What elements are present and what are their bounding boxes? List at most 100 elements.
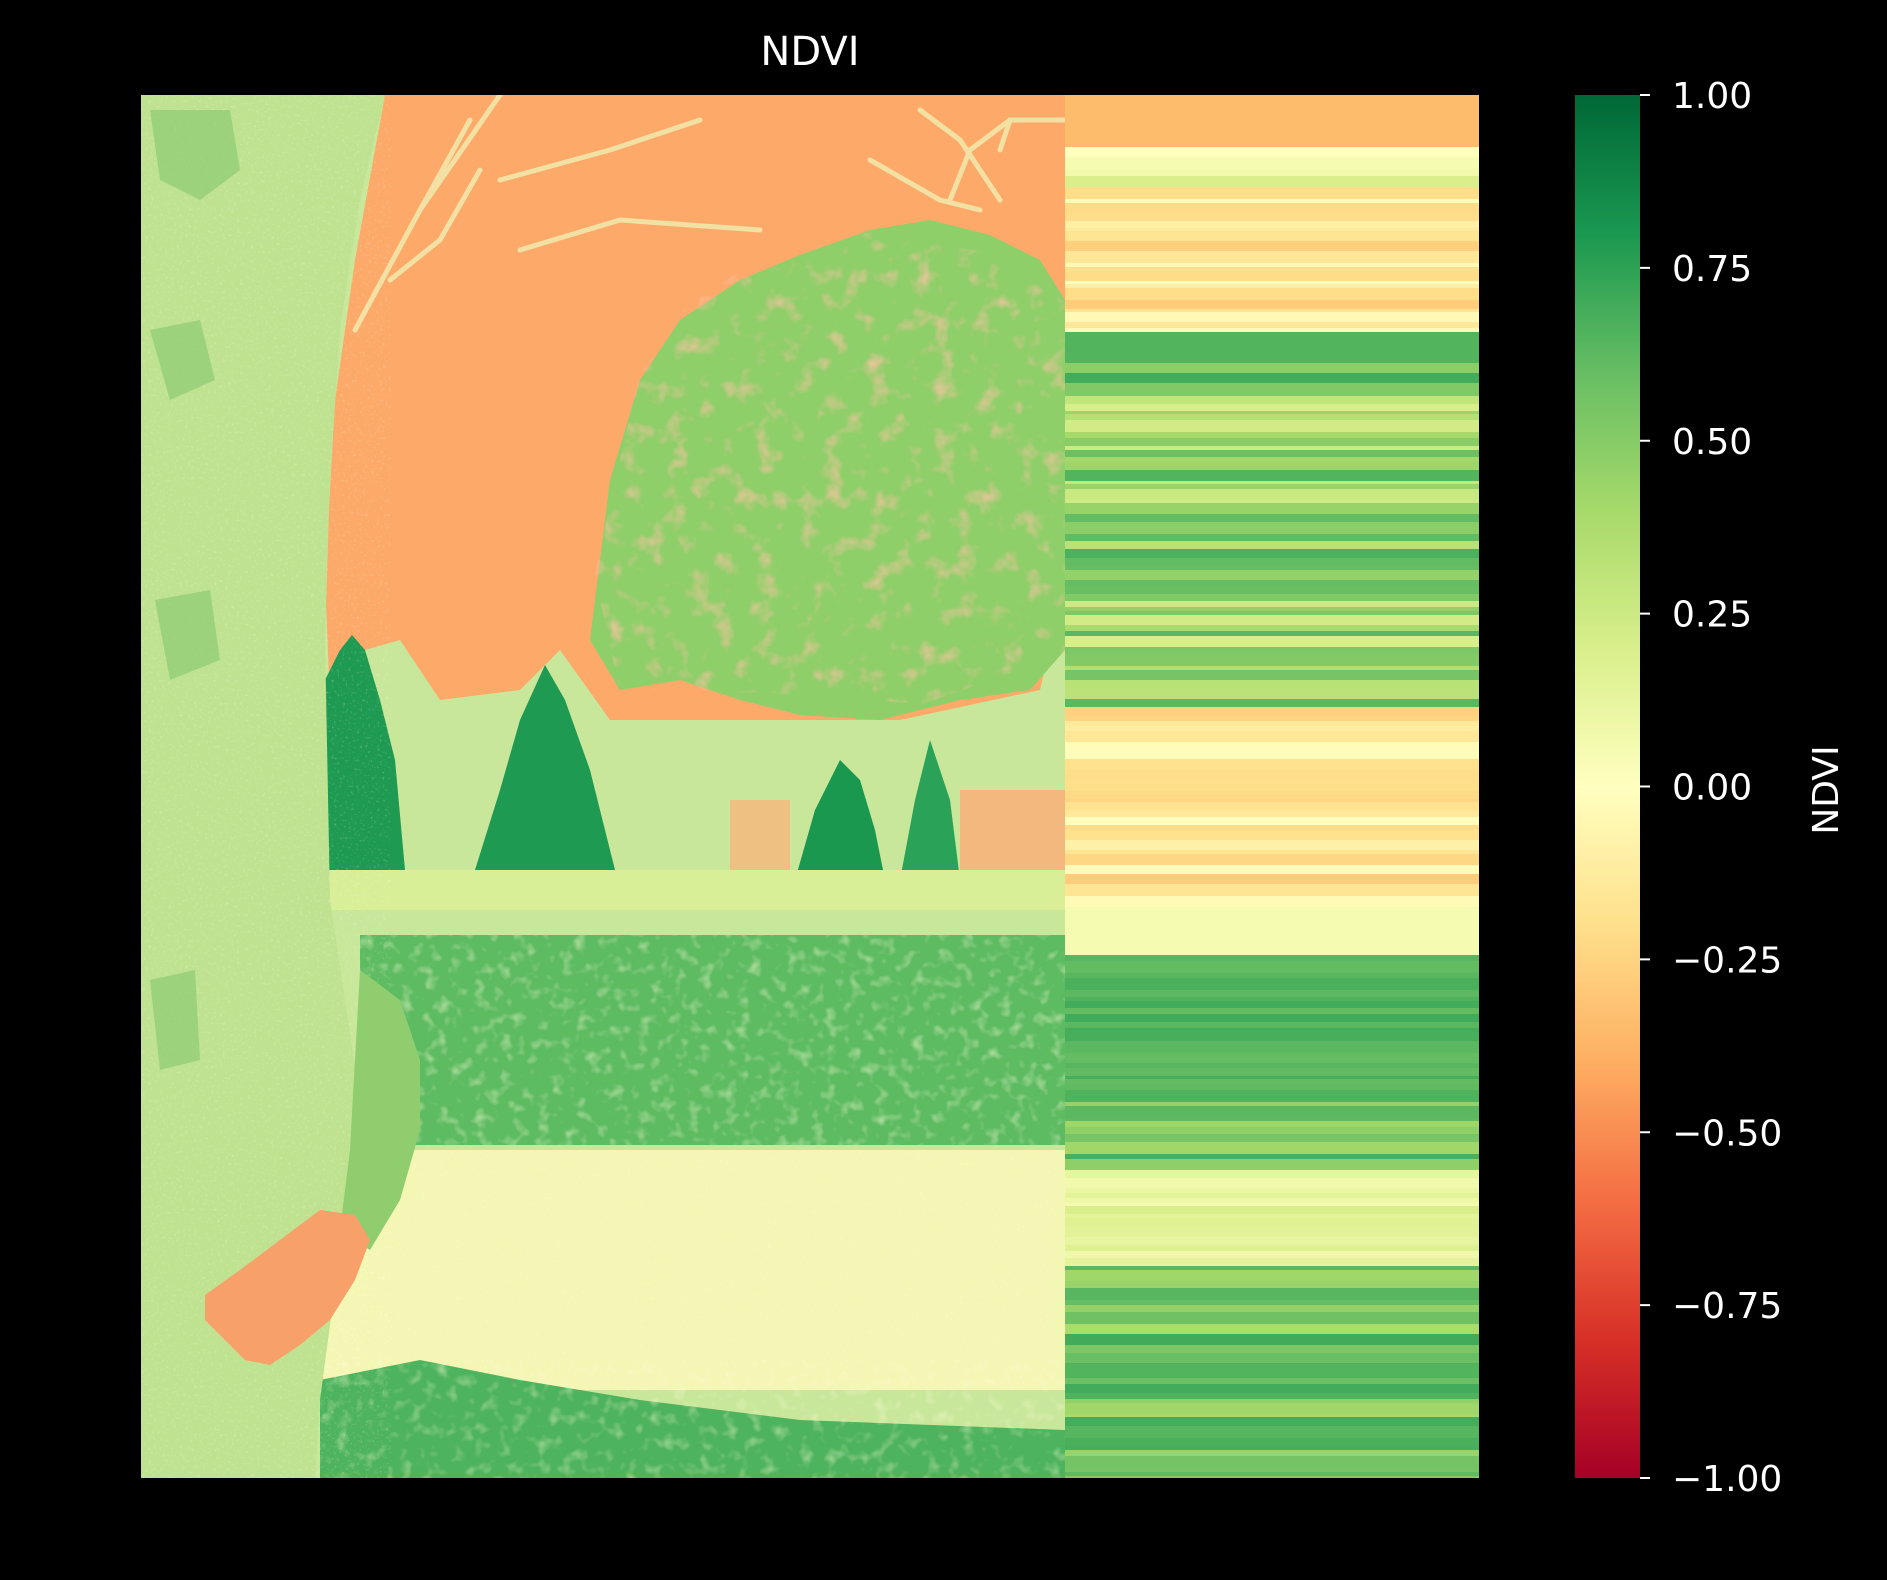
- sleeve: [340, 970, 420, 1250]
- raster-stripe: [1065, 231, 1479, 242]
- raster-stripe: [1065, 1084, 1479, 1091]
- raster-stripe: [1065, 199, 1479, 204]
- raster-stripe: [1065, 688, 1479, 700]
- raster-stripe: [1065, 997, 1479, 1002]
- raster-stripe: [1065, 607, 1479, 612]
- raster-stripe: [1065, 874, 1479, 885]
- raster-stripe: [1065, 731, 1479, 743]
- raster-stripe: [1065, 390, 1479, 397]
- raster-stripe: [1065, 228, 1479, 232]
- raster-stripe: [1065, 203, 1479, 215]
- raster-stripe: [1065, 1281, 1479, 1289]
- raster-stripe: [1065, 1014, 1479, 1023]
- colorbar: [1575, 95, 1640, 1478]
- raster-stripe: [1065, 654, 1479, 667]
- raster-stripe: [1065, 1324, 1479, 1335]
- raster-stripe: [1065, 450, 1479, 458]
- conifer-middle: [475, 665, 615, 870]
- raster-stripe: [1065, 157, 1479, 161]
- horizon-strip: [325, 870, 1065, 910]
- colorbar-tick-label: 1.00: [1672, 76, 1752, 117]
- grass-texture: [360, 935, 1065, 1145]
- raster-stripe: [1065, 1456, 1479, 1468]
- raster-stripe: [1065, 396, 1479, 405]
- raster-stripe: [1065, 1467, 1479, 1473]
- raster-stripe: [1065, 791, 1479, 800]
- raster-stripe: [1065, 284, 1479, 289]
- raster-stripe: [1065, 332, 1479, 342]
- raster-stripe: [1065, 670, 1479, 681]
- raster-stripe: [1065, 1022, 1479, 1029]
- raster-stripe: [1065, 503, 1479, 515]
- raster-stripe: [1065, 611, 1479, 616]
- raster-stripe: [1065, 770, 1479, 780]
- raster-stripe: [1065, 907, 1479, 914]
- raster-stripe: [1065, 799, 1479, 803]
- raster-stripe: [1065, 420, 1479, 433]
- raster-stripe: [1065, 1170, 1479, 1179]
- raster-stripe: [1065, 160, 1479, 171]
- colorbar-ticks: 1.00 0.75 0.50 0.25 0.00 −0.25 −0.50 −0.75 −1.00: [1640, 76, 1782, 1500]
- conifer-right-2: [900, 740, 960, 880]
- raster-stripe: [1065, 1450, 1479, 1457]
- raster-stripe: [1065, 1142, 1479, 1155]
- raster-stripe: [1065, 432, 1479, 439]
- raster-stripe: [1065, 1345, 1479, 1354]
- tree-branches: [352, 95, 1068, 333]
- raster-stripe: [1065, 896, 1479, 908]
- raster-stripe: [1065, 1300, 1479, 1306]
- raster-stripe: [1065, 1154, 1479, 1160]
- raster-stripe: [1065, 404, 1479, 412]
- raster-stripe: [1065, 721, 1479, 727]
- raster-stripe: [1065, 1237, 1479, 1246]
- raster-stripe: [1065, 1214, 1479, 1219]
- raster-stripe: [1065, 1227, 1479, 1238]
- raster-stripe: [1065, 129, 1479, 140]
- raster-stripe: [1065, 95, 1479, 107]
- raster-stripe: [1065, 373, 1479, 384]
- raster-stripe: [1065, 1178, 1479, 1189]
- raster-stripe: [1065, 1366, 1479, 1379]
- raster-stripe: [1065, 414, 1479, 421]
- raster-stripe: [1065, 1445, 1479, 1451]
- raster-stripe: [1065, 699, 1479, 708]
- raster-stripe: [1065, 1245, 1479, 1252]
- raster-stripe: [1065, 570, 1479, 581]
- raster-stripe: [1065, 1001, 1479, 1009]
- raster-stripe: [1065, 1118, 1479, 1122]
- raster-stripe: [1065, 347, 1479, 356]
- raster-stripe: [1065, 1203, 1479, 1207]
- raster-stripe: [1065, 1258, 1479, 1267]
- colorbar-tick-label: 0.50: [1672, 422, 1752, 463]
- raster-stripe: [1065, 1403, 1479, 1415]
- raster-stripe: [1065, 1134, 1479, 1143]
- raster-stripe: [1065, 170, 1479, 177]
- ndvi-raster-image: [141, 95, 1479, 1478]
- raster-stripe: [1065, 267, 1479, 272]
- raster-stripe: [1065, 139, 1479, 148]
- raster-stripe: [1065, 594, 1479, 602]
- raster-stripe: [1065, 1251, 1479, 1256]
- raster-stripe: [1065, 817, 1479, 826]
- raster-stripe: [1065, 1426, 1479, 1439]
- raster-stripe: [1065, 355, 1479, 364]
- raster-stripe: [1065, 1378, 1479, 1385]
- raster-stripe: [1065, 341, 1479, 348]
- raster-stripe: [1065, 990, 1479, 998]
- raster-stripe: [1065, 1472, 1479, 1477]
- raster-stripe: [1065, 580, 1479, 587]
- raster-stripe: [1065, 884, 1479, 897]
- raster-stripe: [1065, 742, 1479, 748]
- chart-title: NDVI: [760, 29, 859, 75]
- raster-stripe: [1065, 188, 1479, 200]
- raster-stripe: [1065, 1121, 1479, 1128]
- raster-stripe: [1065, 854, 1479, 866]
- raster-stripe: [1065, 636, 1479, 648]
- raster-stripe: [1065, 106, 1479, 118]
- raster-stripe: [1065, 865, 1479, 875]
- raster-stripe: [1065, 666, 1479, 671]
- raster-stripe: [1065, 726, 1479, 732]
- raster-stripe: [1065, 825, 1479, 831]
- raster-stripe: [1065, 810, 1479, 818]
